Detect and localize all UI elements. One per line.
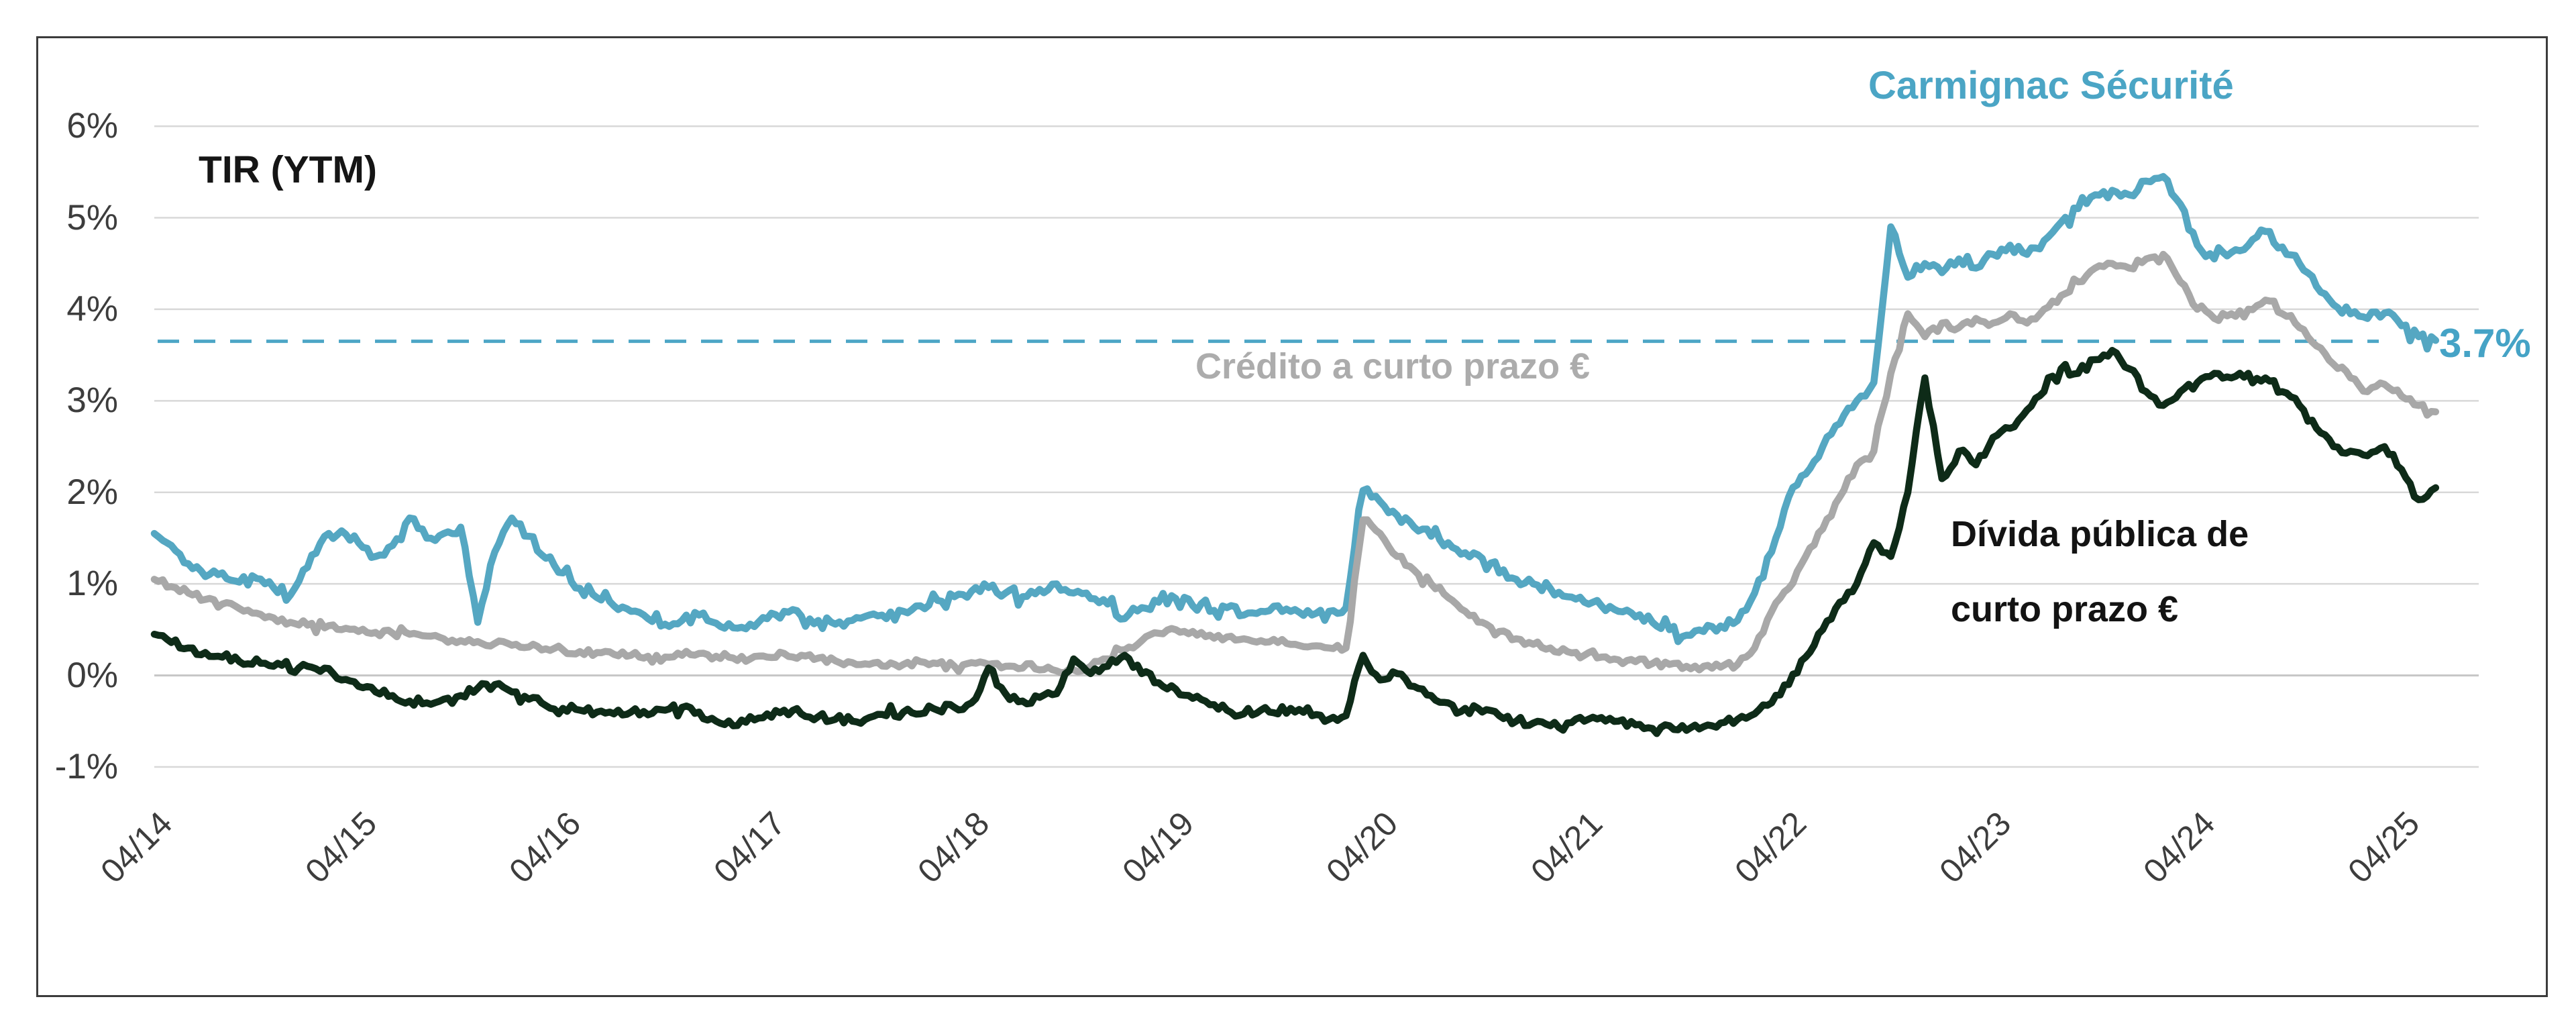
series-label-carmignac-securite: Carmignac Sécurité: [1868, 64, 2234, 107]
y-tick-label-1pct: 1%: [66, 564, 118, 604]
series-label-divida-publica-line2: curto prazo €: [1951, 589, 2179, 629]
series-line-carmignac-securite: [150, 172, 2440, 645]
y-tick-label-5pct: 5%: [66, 197, 118, 238]
y-tick-label-0pct: 0%: [66, 655, 118, 695]
chart-frame-border: [36, 36, 2548, 997]
y-tick-label-2pct: 2%: [66, 472, 118, 512]
series-label-divida-publica-line1: Dívida pública de: [1951, 514, 2249, 554]
series-line-divida-publica: [150, 347, 2440, 737]
series-line-credito-curto-prazo: [150, 250, 2440, 676]
chart-title: TIR (YTM): [199, 148, 377, 191]
series-label-credito-curto-prazo: Crédito a curto prazo €: [1195, 346, 1591, 386]
y-tick-label--1pct: -1%: [54, 747, 118, 787]
y-tick-label-3pct: 3%: [66, 380, 118, 421]
y-tick-label-4pct: 4%: [66, 289, 118, 329]
reference-value-label: 3.7%: [2439, 321, 2531, 366]
y-tick-label-6pct: 6%: [66, 106, 118, 146]
